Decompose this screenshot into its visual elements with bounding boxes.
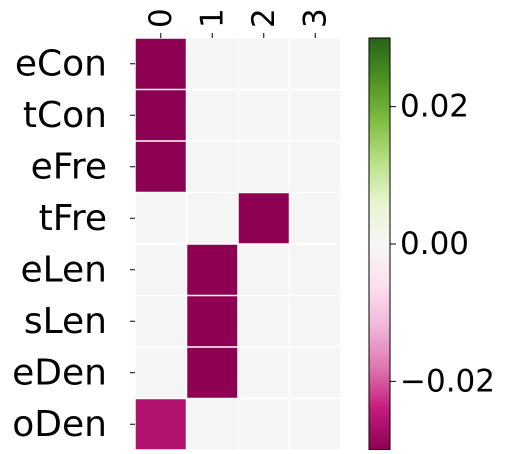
heatmap-cell-eDen-1	[187, 347, 238, 398]
x-tick-label: 3	[297, 8, 333, 28]
heatmap-cell-eCon-3	[290, 38, 341, 89]
colorbar: −0.02 0.00 0.02	[368, 37, 495, 451]
heatmap-cell-eLen-1	[187, 244, 238, 295]
heatmap-cell-oDen-0	[135, 399, 186, 450]
heatmap-cell-eLen-3	[290, 244, 341, 295]
heatmap-cell-eCon-1	[187, 38, 238, 89]
heatmap-cell-eFre-0	[135, 141, 186, 192]
y-tick-label: eCon	[15, 43, 107, 84]
heatmap-cell-eLen-0	[135, 244, 186, 295]
heatmap-cell-eDen-0	[135, 347, 186, 398]
heatmap-cell-tFre-2	[238, 193, 289, 244]
heatmap-cells	[135, 38, 341, 450]
heatmap-cell-eLen-2	[238, 244, 289, 295]
heatmap-cell-oDen-2	[238, 399, 289, 450]
colorbar-gradient	[368, 37, 391, 451]
y-tick-label: tFre	[39, 198, 107, 239]
heatmap-cell-eFre-2	[238, 141, 289, 192]
y-tick-label: sLen	[24, 301, 107, 342]
colorbar-tick-label: −0.02	[400, 363, 495, 399]
colorbar-tick-label: 0.02	[400, 89, 469, 125]
x-tick-label: 0	[143, 8, 179, 28]
heatmap-cell-eFre-3	[290, 141, 341, 192]
colorbar-tick-label: 0.00	[400, 226, 469, 262]
x-tick-label: 2	[246, 8, 282, 28]
y-axis: eCon tCon eFre tFre eLen sLen eDen oDen	[12, 43, 135, 445]
y-tick-label: tCon	[23, 95, 107, 136]
heatmap-cell-sLen-0	[135, 296, 186, 347]
heatmap-cell-sLen-2	[238, 296, 289, 347]
y-tick-label: eFre	[31, 146, 107, 187]
heatmap-cell-eDen-2	[238, 347, 289, 398]
heatmap-cell-sLen-1	[187, 296, 238, 347]
heatmap-cell-eCon-0	[135, 38, 186, 89]
heatmap-cell-tCon-1	[187, 90, 238, 141]
heatmap-cell-eCon-2	[238, 38, 289, 89]
heatmap-cell-sLen-3	[290, 296, 341, 347]
heatmap-cell-tFre-0	[135, 193, 186, 244]
heatmap-cell-eFre-1	[187, 141, 238, 192]
y-tick-label: eDen	[12, 352, 107, 393]
heatmap-cell-oDen-3	[290, 399, 341, 450]
y-tick-label: oDen	[12, 404, 107, 445]
x-tick-label: 1	[194, 8, 230, 28]
heatmap-cell-tCon-2	[238, 90, 289, 141]
heatmap-cell-oDen-1	[187, 399, 238, 450]
heatmap-cell-eDen-3	[290, 347, 341, 398]
heatmap-cell-tCon-0	[135, 90, 186, 141]
heatmap-cell-tFre-1	[187, 193, 238, 244]
heatmap-cell-tCon-3	[290, 90, 341, 141]
heatmap-cell-tFre-3	[290, 193, 341, 244]
y-tick-label: eLen	[20, 249, 107, 290]
